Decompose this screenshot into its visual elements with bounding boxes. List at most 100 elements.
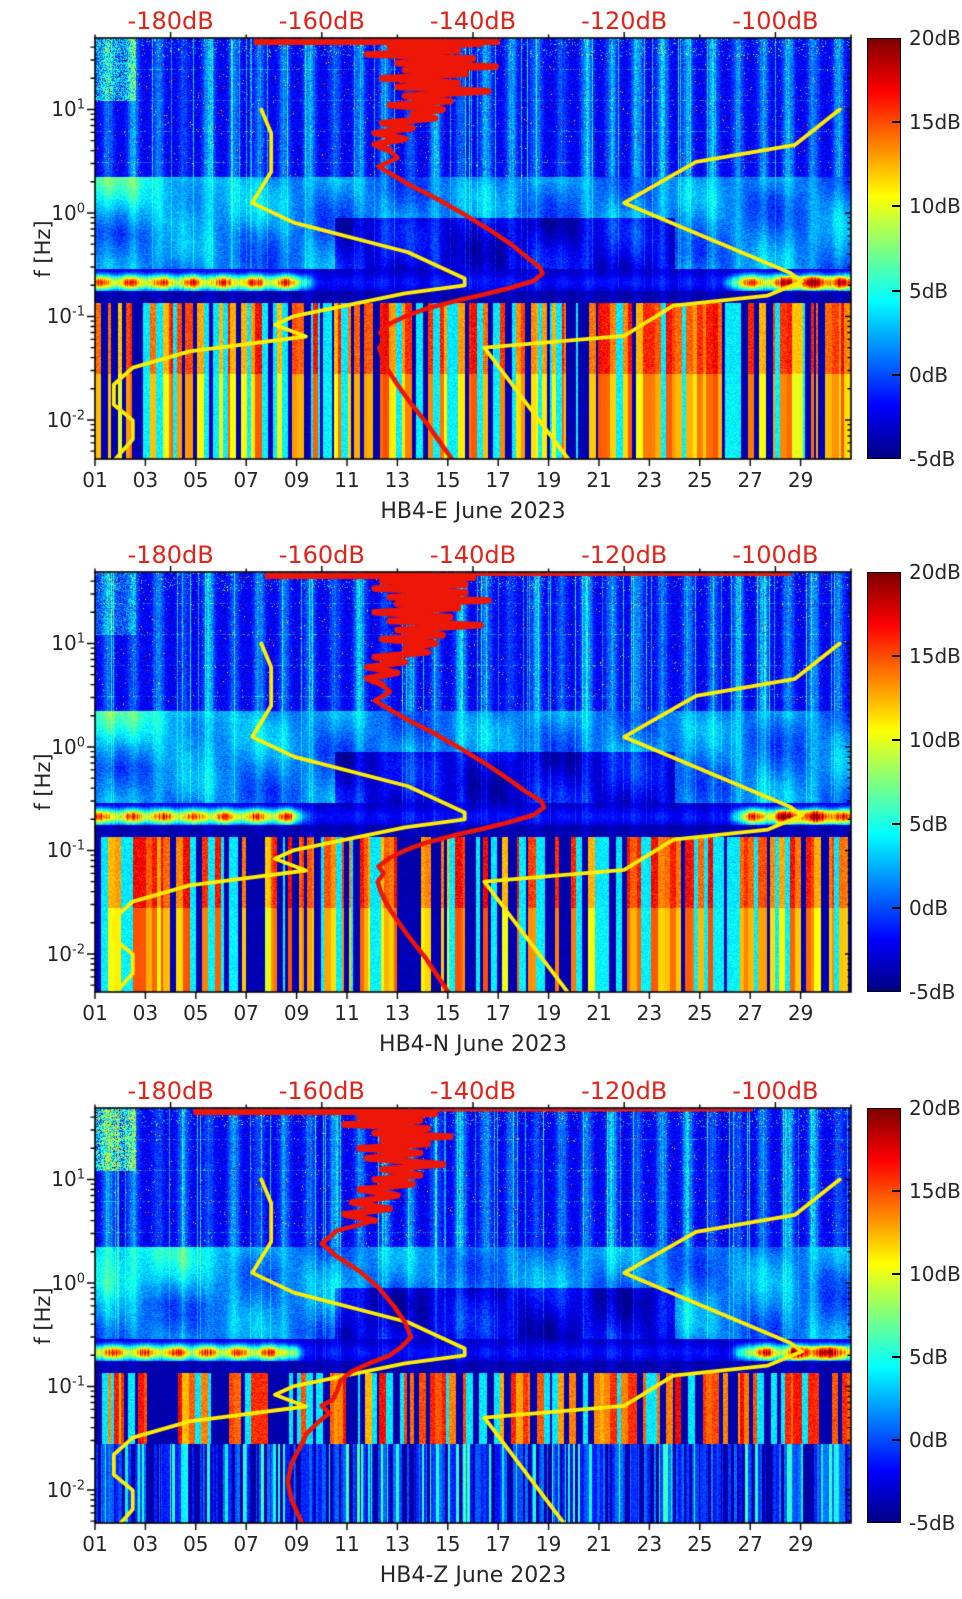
colorbar-gradient — [868, 1109, 900, 1522]
spectrogram-panel-hb4-e: f [Hz] HB4-E June 2023 -180dB -160dB -140d… — [0, 0, 962, 534]
colorbar-tick — [892, 655, 900, 657]
day-tick-label: 03 — [132, 1532, 159, 1556]
spectrogram-panel-hb4-z: f [Hz] HB4-Z June 2023 -180dB -160dB -140d… — [0, 1070, 962, 1599]
day-tick-label: 19 — [535, 1532, 562, 1556]
colorbar-tick-label: -5dB — [909, 1511, 956, 1535]
spectrogram-panel-hb4-n: f [Hz] HB4-N June 2023 -180dB -160dB -140d… — [0, 534, 962, 1070]
day-tick-label: 27 — [737, 1532, 763, 1556]
spectrogram-canvas — [0, 534, 962, 1070]
day-tick-label: 11 — [334, 1001, 360, 1025]
colorbar-tick-label: 20dB — [909, 560, 961, 584]
day-tick-label: 19 — [535, 468, 562, 492]
colorbar-tick — [892, 1190, 900, 1192]
top-db-tick-label: -140dB — [429, 541, 517, 569]
day-tick-label: 25 — [687, 1532, 713, 1556]
top-db-tick-label: -160dB — [278, 1077, 365, 1105]
colorbar-tick-label: -5dB — [909, 980, 956, 1004]
day-tick-label: 15 — [435, 1532, 461, 1556]
colorbar-tick-label: 20dB — [909, 26, 961, 50]
day-tick-label: 01 — [82, 1532, 108, 1556]
colorbar-gradient — [868, 573, 900, 991]
day-tick-label: 17 — [485, 468, 511, 492]
colorbar-tick — [892, 121, 900, 124]
day-tick-label: 03 — [132, 468, 159, 492]
day-tick-label: 15 — [435, 1001, 461, 1025]
day-tick-label: 23 — [636, 468, 663, 492]
freq-tick-label: 101 — [51, 631, 85, 656]
top-db-tick-label: -160dB — [278, 7, 365, 35]
top-db-tick-label: -120dB — [581, 541, 668, 569]
colorbar-tick-label: 20dB — [909, 1096, 961, 1120]
colorbar-tick-label: 5dB — [909, 812, 949, 836]
colorbar-tick-label: 0dB — [909, 1428, 949, 1452]
colorbar-tick-label: 15dB — [909, 110, 961, 135]
colorbar-tick-label: 10dB — [909, 1262, 961, 1286]
top-db-tick-label: -100dB — [732, 1077, 819, 1105]
day-tick-label: 05 — [183, 468, 209, 492]
day-tick-label: 13 — [384, 1532, 411, 1556]
day-tick-label: 09 — [283, 468, 310, 492]
colorbar-tick — [892, 823, 900, 825]
freq-tick-label: 100 — [51, 734, 85, 759]
freq-axis-label: f [Hz] — [31, 219, 55, 278]
top-db-tick-label: -100dB — [732, 7, 819, 35]
freq-tick-label: 100 — [51, 1270, 85, 1295]
colorbar — [867, 1108, 901, 1523]
day-tick-label: 13 — [384, 1001, 411, 1025]
freq-tick-label: 100 — [51, 200, 85, 225]
day-tick-label: 01 — [82, 468, 108, 492]
top-db-tick-label: -160dB — [278, 541, 365, 569]
colorbar-tick — [892, 907, 900, 909]
colorbar-tick-label: 15dB — [909, 644, 961, 668]
day-tick-label: 17 — [485, 1532, 511, 1556]
panel-title: HB4-N June 2023 — [379, 1032, 567, 1057]
day-tick-label: 03 — [132, 1001, 159, 1025]
colorbar — [867, 38, 901, 459]
freq-tick-label: 10-2 — [46, 1477, 85, 1502]
freq-tick-label: 101 — [51, 1167, 85, 1192]
day-tick-label: 07 — [233, 468, 259, 492]
top-db-tick-label: -100dB — [732, 541, 819, 569]
colorbar-tick — [892, 739, 900, 741]
panel-title: HB4-Z June 2023 — [379, 1563, 567, 1588]
top-db-tick-label: -180dB — [127, 541, 214, 569]
colorbar-tick — [892, 373, 900, 376]
colorbar-tick-label: 0dB — [909, 896, 949, 920]
colorbar-tick-label: 10dB — [909, 728, 961, 752]
day-tick-label: 27 — [737, 1001, 763, 1025]
day-tick-label: 27 — [737, 468, 763, 492]
day-tick-label: 29 — [787, 1001, 814, 1025]
freq-tick-label: 10-1 — [46, 838, 85, 863]
day-tick-label: 09 — [283, 1001, 310, 1025]
day-tick-label: 15 — [435, 468, 461, 492]
day-tick-label: 23 — [636, 1001, 663, 1025]
top-db-tick-label: -120dB — [581, 1077, 668, 1105]
top-db-tick-label: -140dB — [429, 1077, 517, 1105]
colorbar-tick — [892, 289, 900, 292]
freq-tick-label: 10-1 — [46, 304, 85, 329]
day-tick-label: 21 — [586, 1532, 612, 1556]
colorbar-tick-label: 15dB — [909, 1179, 961, 1203]
panel-title: HB4-E June 2023 — [380, 499, 566, 524]
day-tick-label: 21 — [586, 1001, 612, 1025]
spectrogram-canvas — [0, 0, 962, 534]
day-tick-label: 05 — [183, 1001, 209, 1025]
top-db-tick-label: -140dB — [429, 7, 517, 35]
colorbar-tick — [892, 1273, 900, 1275]
day-tick-label: 19 — [535, 1001, 562, 1025]
freq-tick-label: 101 — [51, 97, 85, 122]
colorbar-tick — [892, 205, 900, 208]
top-db-tick-label: -120dB — [581, 7, 668, 35]
top-db-tick-label: -180dB — [127, 1077, 214, 1105]
spectrogram-canvas — [0, 1070, 962, 1599]
colorbar-gradient — [868, 39, 900, 458]
colorbar-tick-label: 0dB — [909, 362, 949, 387]
colorbar-tick — [892, 1439, 900, 1441]
day-tick-label: 23 — [636, 1532, 663, 1556]
colorbar-tick — [892, 1356, 900, 1358]
day-tick-label: 25 — [687, 468, 713, 492]
colorbar-tick-label: 5dB — [909, 1345, 949, 1369]
day-tick-label: 17 — [485, 1001, 511, 1025]
freq-axis-label: f [Hz] — [31, 753, 55, 811]
day-tick-label: 01 — [82, 1001, 108, 1025]
